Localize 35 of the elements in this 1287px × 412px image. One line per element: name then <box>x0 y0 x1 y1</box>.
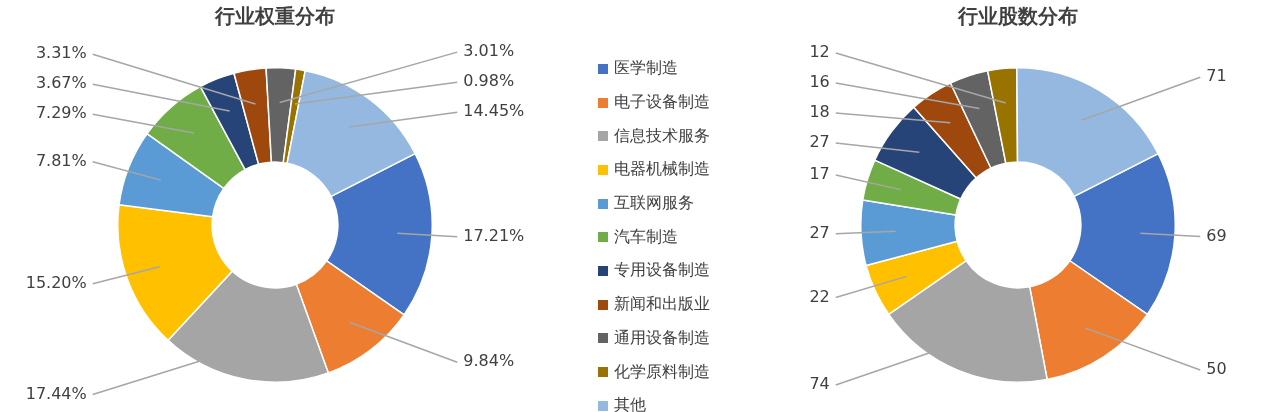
chart-title: 行业权重分布 <box>214 4 335 29</box>
legend-label: 新闻和出版业 <box>614 294 710 316</box>
data-label: 27 <box>809 132 830 152</box>
legend-label: 专用设备制造 <box>614 260 710 282</box>
legend-label: 电器机械制造 <box>614 159 710 181</box>
legend-label: 互联网服务 <box>614 193 694 215</box>
data-label: 3.31% <box>35 43 87 63</box>
data-label: 17.44% <box>25 383 87 403</box>
legend-label: 医学制造 <box>614 58 678 80</box>
data-label: 3.01% <box>463 41 515 61</box>
data-label: 0.98% <box>463 71 515 91</box>
legend-label: 化学原料制造 <box>614 361 710 383</box>
data-label: 9.84% <box>463 351 515 371</box>
legend-label: 其他 <box>614 395 646 412</box>
data-label: 15.20% <box>25 272 87 292</box>
data-label: 71 <box>1206 66 1227 86</box>
legend-label: 信息技术服务 <box>614 125 710 147</box>
data-label: 74 <box>809 374 830 394</box>
data-label: 7.81% <box>35 150 87 170</box>
legend-label: 通用设备制造 <box>614 327 710 349</box>
data-label: 16 <box>809 72 830 92</box>
data-label: 69 <box>1206 225 1227 245</box>
data-label: 7.29% <box>35 103 87 123</box>
data-label: 22 <box>809 286 830 306</box>
data-label: 12 <box>809 42 830 62</box>
data-label: 17 <box>809 164 830 184</box>
data-label: 17.21% <box>463 225 525 245</box>
data-label: 50 <box>1206 359 1227 379</box>
chart-title: 行业股数分布 <box>957 4 1078 29</box>
data-label: 3.67% <box>35 73 87 93</box>
data-label: 27 <box>809 222 830 242</box>
data-label: 14.45% <box>463 101 525 121</box>
legend-label: 汽车制造 <box>614 226 678 248</box>
legend-label: 电子设备制造 <box>614 92 710 114</box>
data-label: 18 <box>809 102 830 122</box>
